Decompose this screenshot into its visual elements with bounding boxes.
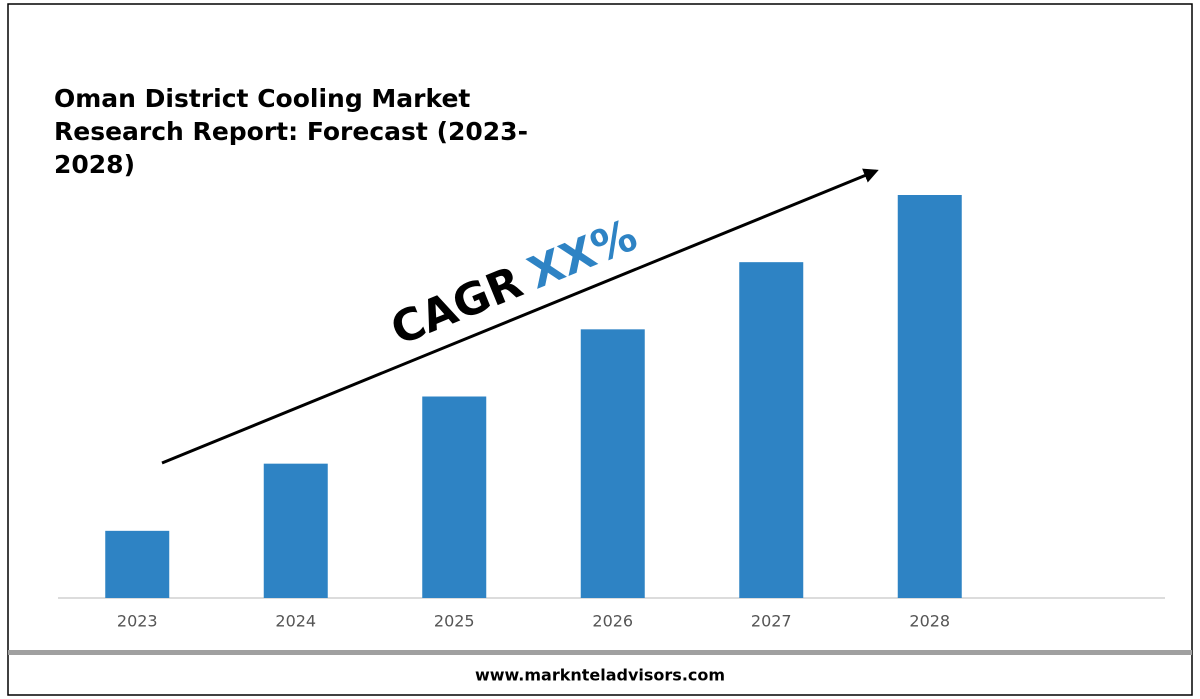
bar [580, 329, 645, 598]
x-tick-label: 2026 [592, 612, 633, 631]
x-tick-label: 2025 [434, 612, 475, 631]
frame [7, 3, 1193, 696]
cagr-label: CAGR [384, 257, 529, 356]
x-tick-label: 2028 [909, 612, 950, 631]
bar [263, 463, 328, 598]
x-tick-label: 2027 [751, 612, 792, 631]
chart-title: Oman District Cooling Market Research Re… [54, 84, 528, 179]
trend-arrow [161, 168, 879, 465]
footer-url: www.marknteladvisors.com [475, 666, 725, 685]
bar [897, 195, 962, 598]
x-tick-label: 2024 [275, 612, 316, 631]
bar [422, 396, 487, 598]
x-tick-label: 2023 [117, 612, 158, 631]
footer-divider [8, 650, 1192, 655]
bar [105, 530, 170, 598]
bar [739, 262, 804, 598]
cagr-value: XX% [521, 210, 644, 300]
